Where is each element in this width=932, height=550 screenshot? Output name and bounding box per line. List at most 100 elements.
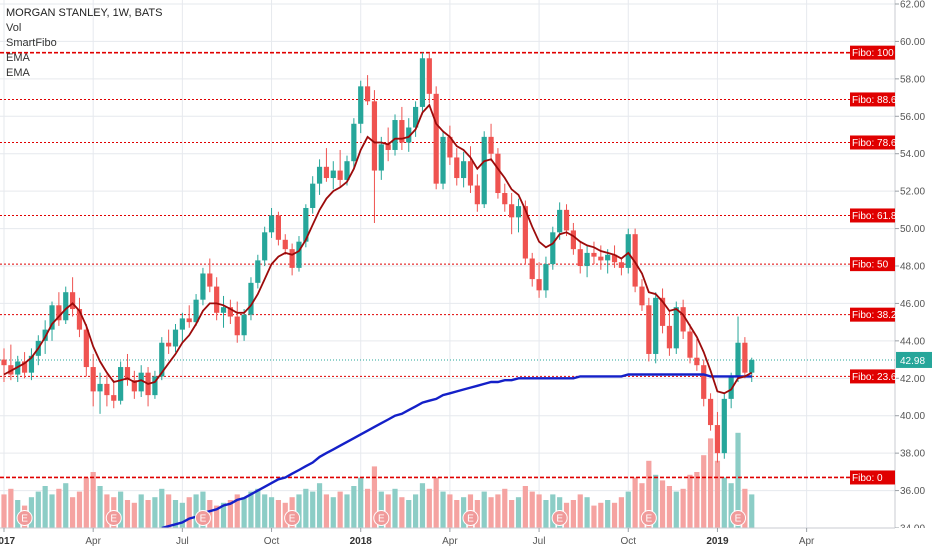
volume-bar	[646, 460, 652, 528]
volume-bar	[735, 432, 741, 528]
volume-bar	[639, 483, 645, 528]
earnings-marker[interactable]	[730, 510, 747, 526]
volume-bar	[138, 494, 144, 528]
candle-body	[378, 144, 384, 171]
candle-body	[248, 282, 254, 315]
candle-body	[227, 307, 233, 317]
candle-body	[220, 307, 227, 313]
volume-bar	[371, 466, 378, 528]
candle-body	[522, 206, 528, 259]
time-tick-label: Apr	[799, 536, 815, 547]
legend-ema-1[interactable]: EMA	[6, 52, 30, 64]
candle-body	[454, 157, 460, 179]
price-axis-bg	[895, 0, 932, 550]
volume-bar	[56, 488, 62, 528]
volume-bar	[625, 491, 631, 528]
volume-bar	[186, 497, 192, 528]
volume-bar	[42, 486, 48, 528]
candle-body	[56, 305, 62, 321]
volume-bar	[673, 491, 679, 528]
volume-bar	[570, 500, 576, 528]
candle-body	[687, 331, 693, 358]
fibo-label: Fibo: 38.2	[852, 310, 897, 321]
candle-body	[502, 193, 508, 205]
fibo-label-box	[850, 135, 895, 150]
earnings-marker[interactable]	[105, 510, 122, 526]
time-tick-label: Jul	[176, 536, 189, 547]
volume-bar	[131, 502, 137, 528]
candle-body	[426, 58, 432, 94]
fibo-label: Fibo: 100	[852, 48, 894, 59]
volume-bar	[529, 491, 535, 528]
ema-lines	[3, 103, 753, 530]
candle-body	[296, 241, 302, 268]
time-tick-label: Oct	[264, 536, 280, 547]
earnings-marker[interactable]	[16, 510, 33, 526]
time-tick-label: 2017	[0, 536, 16, 547]
earnings-marker-label: E	[289, 514, 296, 525]
candle-body	[550, 232, 556, 265]
volume-bar	[447, 494, 453, 528]
volume-bar	[728, 483, 734, 528]
volume-bar	[687, 474, 693, 528]
volume-bar	[550, 494, 556, 528]
earnings-marker-label: E	[110, 514, 117, 525]
volume-bar	[385, 494, 391, 528]
price-tick-label: 42.00	[900, 374, 925, 385]
candle-body	[495, 153, 501, 194]
time-axis[interactable]: 2017 Apr Jul Oct 2018 Apr Jul Oct 2019 Apr	[0, 527, 932, 550]
candle-body	[28, 355, 35, 373]
earnings-marker[interactable]	[284, 510, 301, 526]
candle-body	[152, 376, 158, 396]
volume-bar	[406, 500, 412, 528]
candle-body	[70, 292, 76, 310]
earnings-marker-label: E	[646, 514, 653, 525]
candle-body	[611, 254, 618, 263]
legend-ema-2[interactable]: EMA	[6, 67, 30, 79]
volume-bar	[193, 494, 199, 528]
volume-bar	[296, 494, 302, 528]
candle-body	[166, 342, 172, 347]
last-price-tag-label: 42.98	[900, 356, 925, 367]
legend-smartfibo[interactable]: SmartFibo	[6, 37, 57, 49]
volume-bar	[268, 497, 275, 528]
volume-bar	[97, 486, 103, 528]
price-tick-label: 44.00	[900, 336, 925, 347]
earnings-marker-label: E	[200, 514, 207, 525]
volume-bar	[337, 491, 343, 528]
volume-bar	[241, 497, 247, 528]
price-tick-label: 52.00	[900, 187, 925, 198]
volume-bar	[522, 486, 528, 528]
time-axis-bg	[0, 528, 932, 550]
fibo-label-box	[850, 369, 895, 384]
candle-body	[124, 367, 131, 381]
price-axis[interactable]: 34.0036.0038.0040.0042.0044.0046.0048.00…	[894, 0, 932, 550]
candle-body	[680, 307, 686, 332]
candle-body	[255, 260, 261, 283]
candle-body	[303, 207, 309, 242]
candle-body	[543, 264, 549, 291]
earnings-marker[interactable]	[462, 510, 479, 526]
candle-body	[323, 166, 330, 179]
candle-body	[721, 398, 727, 454]
candle-body	[399, 120, 405, 143]
volume-bar	[364, 488, 371, 528]
legend-vol[interactable]: Vol	[6, 22, 22, 34]
candle-body	[131, 380, 137, 392]
volume-bar	[509, 500, 515, 528]
candle-body	[467, 161, 474, 186]
candle-body	[344, 161, 350, 180]
volume-bar	[152, 497, 158, 528]
earnings-marker[interactable]	[640, 510, 657, 526]
symbol-title[interactable]: MORGAN STANLEY, 1W, BATS	[6, 7, 163, 19]
fibo-labels: Fibo: 0 Fibo: 23.6 Fibo: 38.2 Fibo: 50 Fibo:…	[850, 45, 897, 485]
candle-body	[749, 359, 755, 373]
candle-body	[385, 144, 391, 150]
fibo-label-box	[850, 307, 895, 322]
earnings-marker[interactable]	[373, 510, 390, 526]
earnings-marker[interactable]	[551, 510, 568, 526]
earnings-marker[interactable]	[194, 510, 211, 526]
candle-body	[138, 372, 144, 392]
